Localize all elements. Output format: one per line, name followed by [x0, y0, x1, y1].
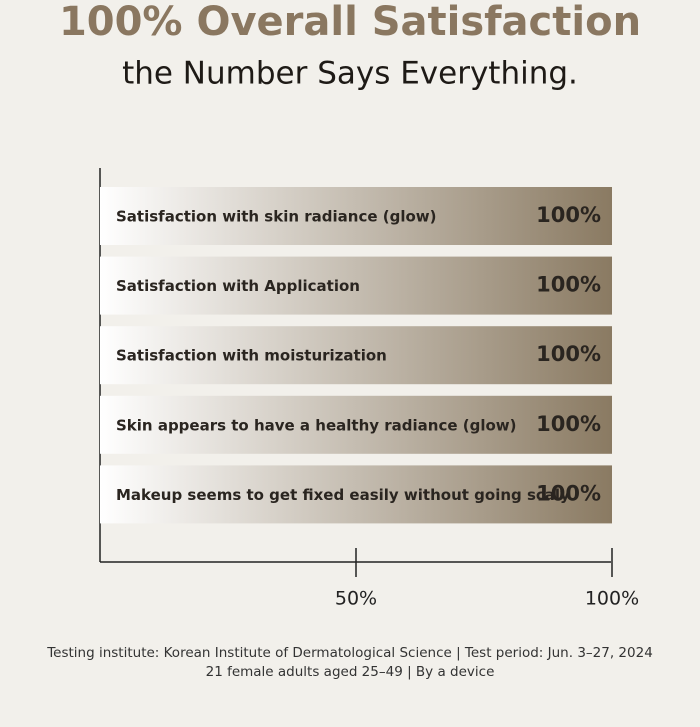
- category-label: Satisfaction with moisturization: [116, 347, 387, 365]
- bar: [100, 395, 612, 454]
- category-label: Skin appears to have a healthy radiance …: [116, 416, 516, 434]
- x-tick-label: 100%: [585, 588, 639, 610]
- category-label: Satisfaction with Application: [116, 277, 360, 295]
- bar: [100, 326, 612, 385]
- chart-subtitle: the Number Says Everything.: [122, 56, 578, 92]
- value-label: 100%: [536, 203, 601, 227]
- footnote: 21 female adults aged 25–49 | By a devic…: [206, 664, 495, 680]
- bar: [100, 256, 612, 315]
- value-label: 100%: [536, 481, 601, 505]
- footnote: Testing institute: Korean Institute of D…: [46, 645, 653, 661]
- bar: [100, 187, 612, 245]
- value-label: 100%: [536, 412, 601, 436]
- x-tick-label: 50%: [335, 588, 377, 610]
- category-label: Satisfaction with skin radiance (glow): [116, 208, 436, 226]
- category-label: Makeup seems to get fixed easily without…: [116, 486, 570, 504]
- bar: [100, 465, 612, 524]
- value-label: 100%: [536, 273, 601, 297]
- value-label: 100%: [536, 342, 601, 366]
- chart-title: 100% Overall Satisfaction: [59, 0, 641, 45]
